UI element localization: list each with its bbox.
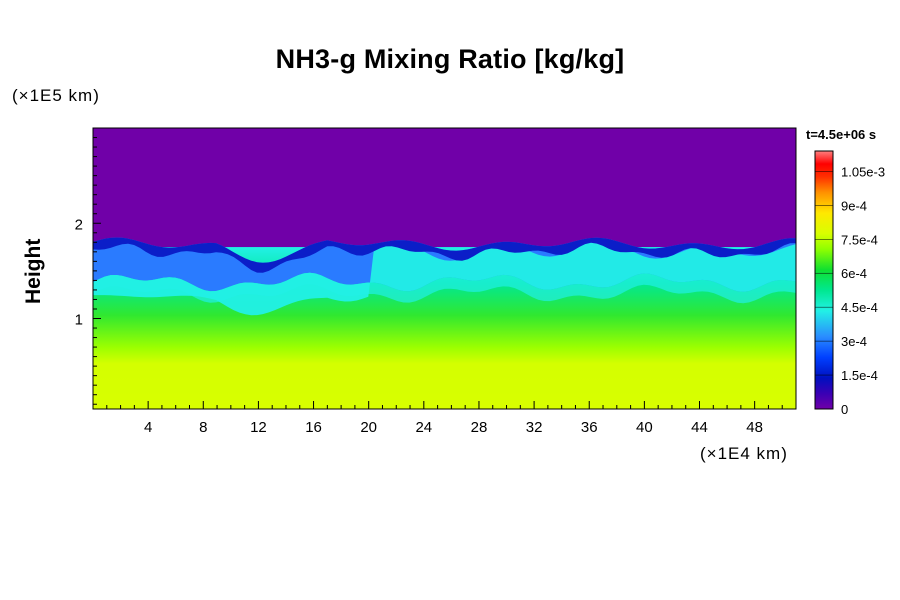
x-tick-label: 24 — [415, 419, 432, 436]
colorbar — [814, 150, 834, 410]
colorbar-tick-label: 3e-4 — [841, 334, 867, 349]
x-tick-label: 40 — [636, 419, 653, 436]
x-tick-label: 48 — [746, 419, 763, 436]
colorbar-tick-label: 4.5e-4 — [841, 300, 878, 315]
plot-area — [93, 128, 796, 409]
x-tick-label: 44 — [691, 419, 708, 436]
x-tick-label: 4 — [144, 419, 152, 436]
plot-frame — [92, 127, 797, 410]
colorbar-tick-label: 1.05e-3 — [841, 164, 885, 179]
x-tick-label: 28 — [471, 419, 488, 436]
x-tick-label: 16 — [305, 419, 322, 436]
x-tick-label: 12 — [250, 419, 267, 436]
x-tick-label: 32 — [526, 419, 543, 436]
x-axis-unit: (×1E4 km) — [700, 444, 788, 463]
y-axis-unit: (×1E5 km) — [12, 86, 100, 105]
colorbar-tick-label: 7.5e-4 — [841, 232, 878, 247]
x-tick-label: 20 — [360, 419, 377, 436]
field-transition — [93, 272, 796, 304]
colorbar-tick-label: 6e-4 — [841, 266, 867, 281]
x-tick-label: 8 — [199, 419, 207, 436]
chart-title: NH3-g Mixing Ratio [kg/kg] — [275, 44, 625, 74]
field-cyan-layer — [93, 239, 796, 316]
colorbar-tick-label: 1.5e-4 — [841, 368, 878, 383]
y-tick-label: 2 — [75, 216, 83, 233]
y-tick-label: 1 — [75, 312, 83, 329]
time-label: t=4.5e+06 s — [806, 127, 877, 142]
x-tick-label: 36 — [581, 419, 598, 436]
field-edge-layer — [93, 237, 796, 273]
colorbar-tick-label: 9e-4 — [841, 198, 867, 213]
colorbar-tick-label: 0 — [841, 402, 848, 417]
